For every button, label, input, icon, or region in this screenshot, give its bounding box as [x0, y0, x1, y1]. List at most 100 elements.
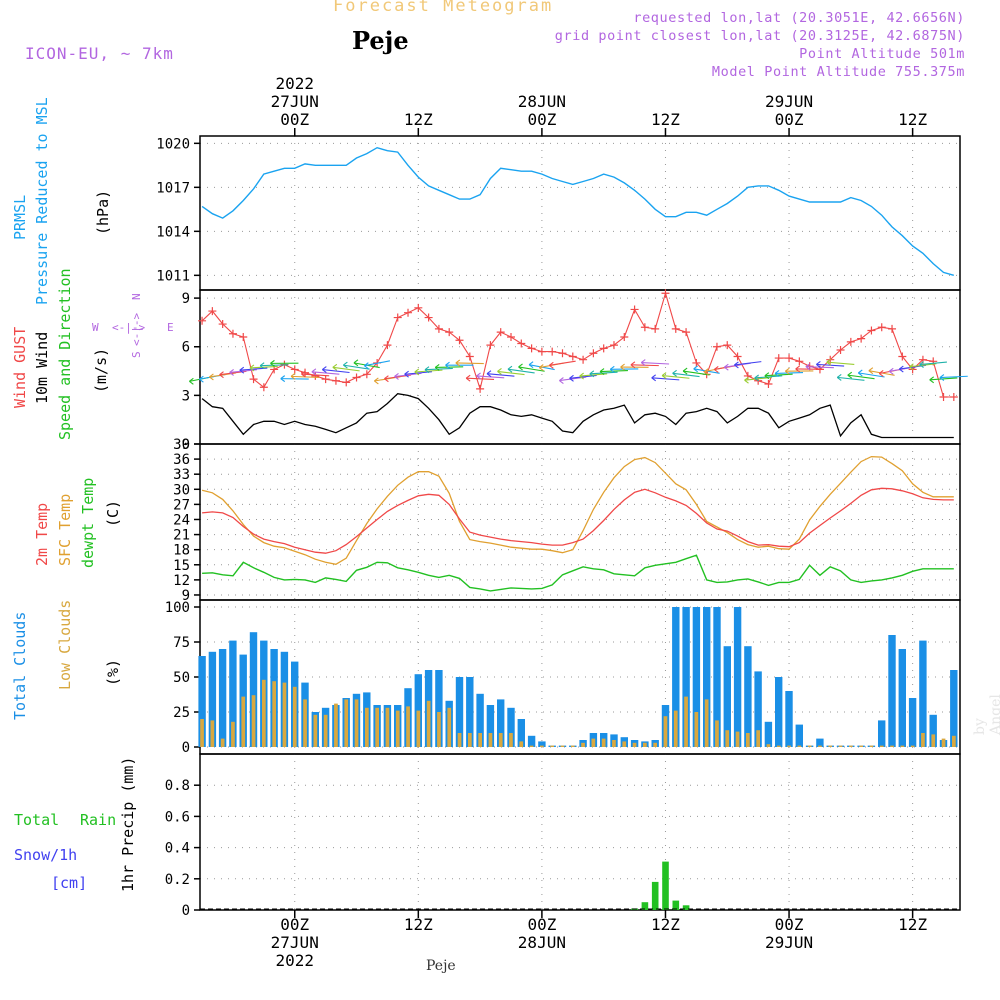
total-cloud-bar	[249, 632, 258, 747]
compass-arrows-v: <-|->	[130, 313, 143, 346]
gust-marker	[249, 375, 258, 384]
gust-marker	[939, 392, 948, 401]
total-cloud-bar	[517, 719, 525, 747]
low-cloud-bar	[725, 730, 730, 747]
wind-arrow	[414, 369, 443, 373]
low-cloud-bar	[447, 707, 452, 747]
wind-arrowhead	[599, 368, 605, 376]
total-cloud-bar	[692, 607, 701, 747]
total-cloud-bar	[816, 738, 824, 747]
low-cloud-bar	[859, 745, 863, 747]
total-cloud-bar	[486, 705, 495, 747]
wind-arrowhead	[795, 365, 800, 373]
wind-arrow	[579, 373, 608, 377]
wind-arrowhead	[878, 370, 884, 377]
wind-arrowhead	[734, 361, 739, 369]
low-cloud-bar	[890, 745, 894, 747]
bottom-time-label: 27JUN	[271, 933, 319, 952]
wind-arrowhead	[723, 363, 729, 371]
gust-marker	[321, 375, 330, 384]
gust-marker	[795, 357, 804, 366]
cloud-unit: (%)	[104, 659, 122, 686]
location-title: Peje	[352, 26, 409, 55]
y-tick-label: 27	[173, 497, 190, 513]
low-cloud-bar	[272, 681, 276, 747]
gust-marker	[362, 370, 371, 379]
low-cloud-bar	[776, 745, 781, 747]
total-cloud-bar	[466, 677, 474, 747]
gust-marker	[836, 345, 845, 354]
low-cloud-bar	[735, 731, 740, 747]
wind-arrowhead	[579, 372, 584, 380]
wind-arrowhead	[364, 362, 369, 370]
gust-marker	[383, 341, 392, 350]
low-cloud-bar	[910, 745, 915, 747]
wind-arrowhead	[229, 368, 234, 376]
wind-arrow	[311, 371, 340, 375]
wind-arrow	[847, 374, 875, 380]
y-tick-label: 0.6	[165, 809, 190, 825]
low-cloud-bar	[540, 745, 544, 747]
top-time-label: 00Z	[527, 110, 556, 129]
t2m-line	[202, 487, 954, 554]
y-tick-label: 25	[173, 705, 190, 721]
wind-arrowhead	[836, 373, 842, 381]
wind-arrowhead	[394, 373, 399, 380]
wind-arrow	[734, 361, 762, 366]
bottom-time-label: 29JUN	[765, 933, 813, 952]
total-cloud-bar	[476, 693, 484, 747]
wind-arrowhead	[199, 375, 204, 383]
model-altitude: Model Point Altitude 755.375m	[711, 64, 965, 80]
wind-arrowhead	[888, 367, 894, 375]
wind-arrow	[929, 377, 958, 381]
bottom-time-label: 12Z	[651, 915, 680, 934]
wind-arrowhead	[661, 372, 667, 379]
wind-arrowhead	[249, 364, 255, 372]
total-cloud-bar	[898, 649, 906, 747]
low-cloud-bar	[262, 679, 266, 747]
total-cloud-bar	[764, 721, 773, 747]
low-cloud-bar	[591, 738, 596, 747]
wind-arrow	[764, 373, 793, 377]
wind-arrowhead	[816, 360, 821, 368]
wind-arrow	[364, 360, 391, 367]
precip-labels: Total Rain Snow/1h [cm] 1hr Precip (mm)	[14, 757, 137, 892]
total-cloud-bar	[785, 691, 793, 747]
rain-bar	[641, 902, 649, 910]
cloud-labels: Total Clouds Low Clouds (%)	[11, 600, 122, 720]
gridpoint-coords: grid point closest lon,lat (20.3125E, 42…	[554, 28, 965, 44]
total-cloud-bar	[527, 735, 536, 747]
gust-marker	[867, 326, 876, 335]
total-cloud-bar	[497, 699, 505, 747]
gust-marker	[445, 328, 454, 337]
wind-arrowhead	[847, 371, 853, 379]
total-cloud-bar	[208, 651, 217, 747]
low-cloud-bar	[313, 714, 318, 747]
low-cloud-bar	[797, 745, 802, 747]
wind-arrowhead	[805, 363, 811, 371]
gust-marker	[774, 354, 783, 363]
low-cloud-bar	[241, 696, 246, 747]
sfc-temp-line	[201, 455, 954, 565]
low-cloud-bar	[921, 733, 925, 747]
compass-w: W	[92, 321, 99, 334]
low-cloud-bar	[303, 699, 307, 747]
wind-arrowhead	[672, 369, 677, 377]
top-time-label: 12Z	[404, 110, 433, 129]
y-tick-label: 1020	[156, 136, 190, 152]
wind-arrow	[260, 364, 289, 367]
wind-arrowhead	[424, 366, 430, 374]
precip-unit: 1hr Precip (mm)	[119, 757, 137, 892]
y-tick-label: 0	[182, 903, 190, 919]
bottom-time-label: 12Z	[898, 915, 927, 934]
gust-marker	[393, 313, 402, 322]
gust-marker	[630, 305, 639, 314]
total-cloud-bar	[723, 646, 731, 747]
wind-arrowhead	[465, 374, 471, 382]
temp-label-2: SFC Temp	[56, 494, 74, 566]
gust-marker	[712, 342, 721, 351]
wind-arrowhead	[270, 359, 275, 367]
precip-label-snow: Snow/1h	[14, 846, 77, 864]
point-altitude: Point Altitude 501m	[799, 46, 965, 62]
compass-n: N	[130, 293, 143, 300]
